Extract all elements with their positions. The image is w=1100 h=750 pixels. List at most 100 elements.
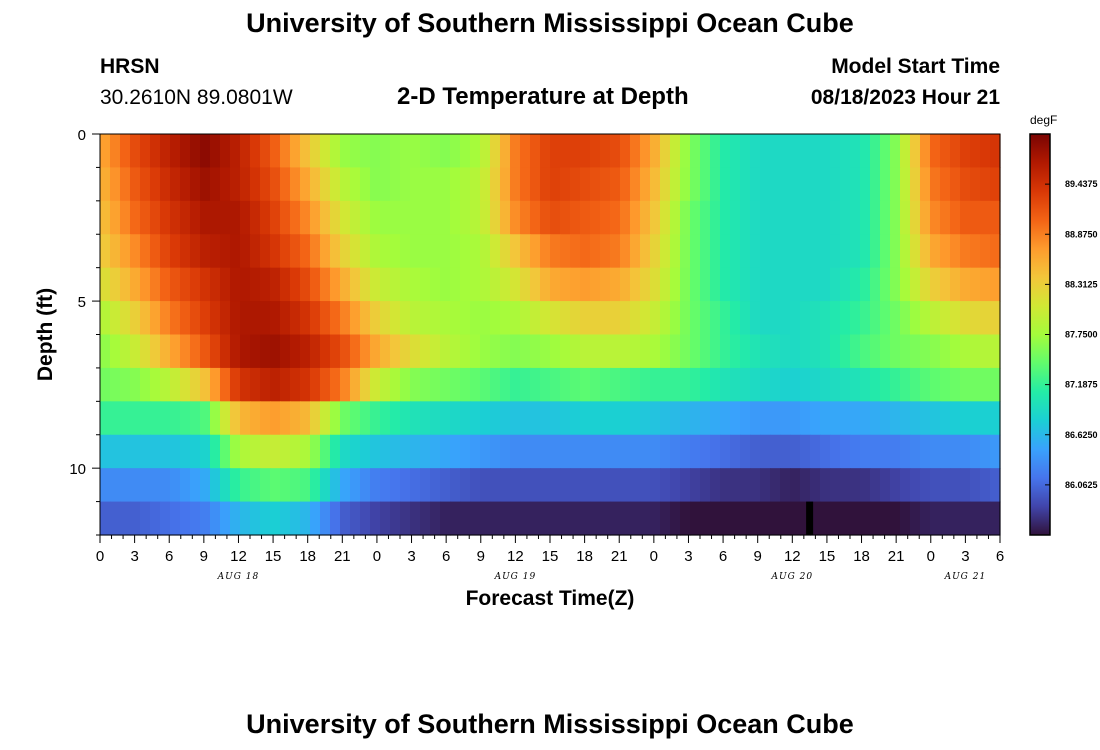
heatmap-cell — [800, 267, 811, 302]
heatmap-cell — [120, 234, 131, 269]
heatmap-cell — [940, 501, 951, 536]
heatmap-cell — [820, 501, 831, 536]
x-axis-label: Forecast Time(Z) — [466, 587, 635, 610]
heatmap-cell — [180, 367, 191, 402]
heatmap-cell — [350, 167, 361, 202]
heatmap-cell — [210, 401, 221, 436]
heatmap-cell — [460, 334, 471, 369]
heatmap-cell — [450, 200, 461, 235]
heatmap-cell — [940, 234, 951, 269]
heatmap-cell — [530, 200, 541, 235]
heatmap-cell — [780, 501, 791, 536]
heatmap-cell — [930, 367, 941, 402]
heatmap-cell — [940, 200, 951, 235]
heatmap-cell — [900, 434, 911, 469]
heatmap-cell — [300, 434, 311, 469]
heatmap-cell — [230, 134, 241, 169]
heatmap-cell — [530, 234, 541, 269]
heatmap-cell — [280, 468, 291, 503]
heatmap-cell — [140, 301, 151, 336]
heatmap-cell — [180, 200, 191, 235]
heatmap-cell — [130, 501, 141, 536]
heatmap-cell — [180, 501, 191, 536]
heatmap-cell — [140, 401, 151, 436]
y-tick-label: 10 — [69, 461, 86, 478]
heatmap-cell — [750, 334, 761, 369]
colorbar-tick-label: 88.3125 — [1065, 279, 1098, 289]
heatmap-cell — [300, 468, 311, 503]
heatmap-cell — [830, 301, 841, 336]
heatmap-cell — [750, 501, 761, 536]
heatmap-cell — [660, 234, 671, 269]
heatmap-cell — [760, 434, 771, 469]
heatmap-cell — [540, 200, 551, 235]
heatmap-cell — [630, 234, 641, 269]
heatmap-cell — [290, 234, 301, 269]
heatmap-cell — [420, 301, 431, 336]
heatmap-cell — [270, 401, 281, 436]
heatmap-cell — [930, 267, 941, 302]
heatmap-cell — [690, 367, 701, 402]
heatmap-cell — [590, 434, 601, 469]
heatmap-cell — [990, 301, 1001, 336]
heatmap-cell — [170, 468, 181, 503]
heatmap-cell — [280, 234, 291, 269]
heatmap-cell — [250, 367, 261, 402]
heatmap-cell — [120, 167, 131, 202]
heatmap-cell — [960, 367, 971, 402]
heatmap-cell — [870, 501, 881, 536]
heatmap-cell — [670, 501, 681, 536]
heatmap-cell — [170, 434, 181, 469]
heatmap-cell — [910, 334, 921, 369]
heatmap-cell — [220, 200, 231, 235]
heatmap-cell — [160, 267, 171, 302]
heatmap-cell — [220, 167, 231, 202]
heatmap-cell — [370, 301, 381, 336]
heatmap-cell — [140, 468, 151, 503]
heatmap-cell — [720, 468, 731, 503]
heatmap-cell — [130, 134, 141, 169]
heatmap-cell — [530, 434, 541, 469]
heatmap-cell — [770, 134, 781, 169]
heatmap-cell — [140, 234, 151, 269]
heatmap-cell — [470, 267, 481, 302]
heatmap-cell — [520, 267, 531, 302]
heatmap-cell — [370, 334, 381, 369]
heatmap-cell — [320, 167, 331, 202]
heatmap-cell — [620, 367, 631, 402]
heatmap-cell — [630, 134, 641, 169]
heatmap-cell — [990, 401, 1001, 436]
heatmap-cell — [770, 267, 781, 302]
heatmap-cell — [790, 134, 801, 169]
heatmap-cell — [500, 468, 511, 503]
heatmap-cell — [550, 501, 561, 536]
heatmap-cell — [400, 401, 411, 436]
heatmap-cell — [570, 301, 581, 336]
heatmap-cell — [750, 200, 761, 235]
heatmap-cell — [960, 434, 971, 469]
heatmap-cell — [660, 167, 671, 202]
heatmap-cell — [390, 468, 401, 503]
heatmap-cell — [470, 200, 481, 235]
heatmap-cell — [170, 167, 181, 202]
heatmap-cell — [690, 200, 701, 235]
heatmap-cell — [610, 434, 621, 469]
heatmap-cell — [960, 200, 971, 235]
heatmap-cell — [300, 234, 311, 269]
heatmap-cell — [320, 434, 331, 469]
heatmap-cell — [600, 134, 611, 169]
heatmap-cell — [480, 367, 491, 402]
heatmap-cell — [450, 301, 461, 336]
heatmap-cell — [490, 468, 501, 503]
heatmap-cell — [550, 234, 561, 269]
heatmap-cell — [800, 501, 811, 536]
heatmap-cell — [570, 367, 581, 402]
heatmap-cell — [760, 167, 771, 202]
heatmap-cell — [340, 200, 351, 235]
x-tick-label: 12 — [784, 548, 801, 565]
station-coords: 30.2610N 89.0801W — [100, 86, 293, 109]
heatmap-cell — [160, 234, 171, 269]
heatmap-cell — [650, 134, 661, 169]
heatmap-cell — [780, 401, 791, 436]
heatmap-cell — [230, 200, 241, 235]
